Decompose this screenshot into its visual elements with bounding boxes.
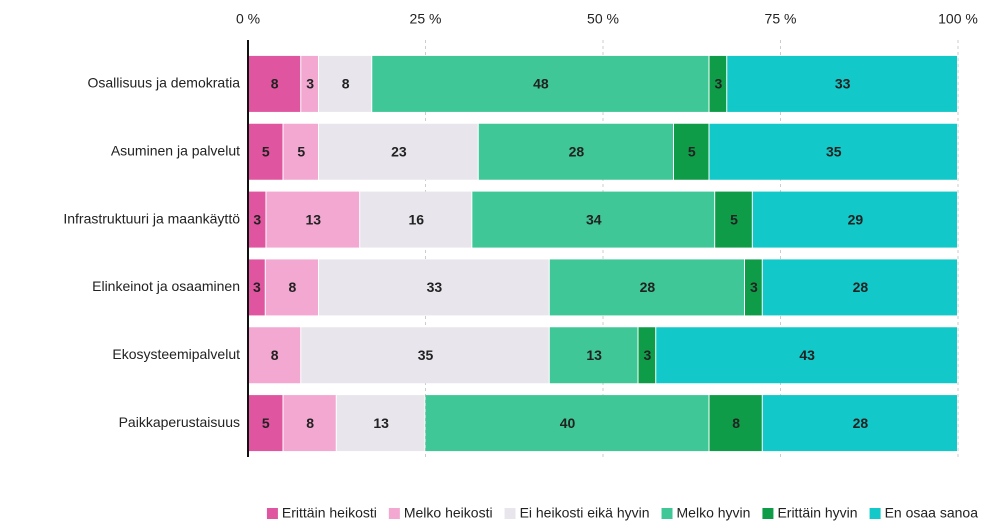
legend-label: Melko hyvin [677, 505, 751, 521]
x-tick-label: 75 % [765, 11, 797, 27]
bar-segment [360, 191, 472, 248]
bar-segment [248, 191, 266, 248]
data-label: 5 [730, 211, 738, 227]
bar-segment [248, 123, 283, 180]
data-label: 43 [799, 347, 815, 363]
data-label: 5 [688, 143, 696, 159]
data-label: 5 [297, 143, 305, 159]
bar-segment [319, 123, 478, 180]
x-tick-label: 50 % [587, 11, 619, 27]
data-label: 33 [835, 76, 851, 92]
bar-segment [283, 395, 336, 452]
bar-segment [248, 55, 301, 112]
data-label: 16 [408, 211, 424, 227]
bar-segment [549, 259, 744, 316]
data-label: 8 [306, 415, 314, 431]
legend-swatch [388, 508, 400, 519]
y-tick-label: Asuminen ja palvelut [111, 142, 240, 158]
data-label: 40 [560, 415, 576, 431]
legend-swatch [762, 508, 774, 519]
data-label: 3 [750, 279, 758, 295]
bar-segment [248, 259, 265, 316]
bar-segment [248, 395, 283, 452]
bar-segment [752, 191, 957, 248]
bar-segment [709, 55, 727, 112]
data-label: 13 [306, 211, 322, 227]
data-label: 28 [569, 143, 585, 159]
data-label: 3 [714, 76, 722, 92]
bar-segment [425, 395, 709, 452]
bar-segment [762, 395, 957, 452]
bar-segment [301, 327, 549, 384]
legend-label: En osaa sanoa [885, 505, 979, 521]
data-label: 8 [342, 76, 350, 92]
bar-segment [674, 123, 709, 180]
data-label: 13 [586, 347, 602, 363]
bar-segment [638, 327, 656, 384]
bar-segment [319, 259, 549, 316]
legend-swatch [869, 508, 881, 519]
bar-segment [709, 123, 957, 180]
data-label: 8 [288, 279, 296, 295]
bar-segment [472, 191, 715, 248]
data-label: 3 [306, 76, 314, 92]
y-tick-label: Ekosysteemipalvelut [112, 346, 240, 362]
data-label: 8 [732, 415, 740, 431]
bar-segment [265, 259, 318, 316]
data-label: 48 [533, 76, 549, 92]
legend: Erittäin heikosti Melko heikosti Ei heikos… [266, 505, 979, 521]
bar-segment [762, 259, 957, 316]
y-tick-label: Elinkeinot ja osaaminen [92, 278, 240, 294]
legend-label: Melko heikosti [404, 505, 493, 521]
y-tick-label: Paikkaperustaisuus [119, 414, 240, 430]
legend-swatch [661, 508, 673, 519]
x-tick-label: 100 % [938, 11, 978, 27]
bar-segment [336, 395, 425, 452]
y-tick-label: Infrastruktuuri ja maankäyttö [63, 210, 240, 226]
data-label: 23 [391, 143, 407, 159]
bar-segment [549, 327, 638, 384]
data-label: 13 [373, 415, 389, 431]
data-label: 3 [643, 347, 651, 363]
bar-segment [266, 191, 360, 248]
bar-segment [745, 259, 762, 316]
data-label: 28 [640, 279, 656, 295]
bar-segment [301, 55, 318, 112]
y-tick-label: Osallisuus ja demokratia [87, 75, 240, 91]
legend-swatch [504, 508, 516, 519]
data-label: 3 [253, 279, 261, 295]
legend-swatch [266, 508, 278, 519]
bar-segment [709, 395, 762, 452]
x-tick-label: 0 % [236, 11, 260, 27]
data-label: 28 [853, 279, 869, 295]
data-label: 29 [848, 211, 864, 227]
legend-label: Ei heikosti eikä hyvin [520, 505, 650, 521]
data-label: 5 [262, 415, 270, 431]
data-label: 35 [418, 347, 434, 363]
bar-segment [478, 123, 673, 180]
bar-segment [656, 327, 957, 384]
data-label: 34 [586, 211, 602, 227]
data-label: 5 [262, 143, 270, 159]
data-label: 33 [427, 279, 443, 295]
data-label: 3 [253, 211, 261, 227]
bar-segment [372, 55, 709, 112]
bar-segment [248, 327, 301, 384]
bar-segment [283, 123, 318, 180]
legend-label: Erittäin heikosti [282, 505, 377, 521]
legend-label: Erittäin hyvin [777, 505, 857, 521]
data-label: 8 [271, 347, 279, 363]
x-tick-label: 25 % [410, 11, 442, 27]
data-label: 28 [853, 415, 869, 431]
bar-segment [319, 55, 372, 112]
data-label: 35 [826, 143, 842, 159]
bar-segment [727, 55, 957, 112]
bar-segment [715, 191, 752, 248]
data-label: 8 [271, 76, 279, 92]
